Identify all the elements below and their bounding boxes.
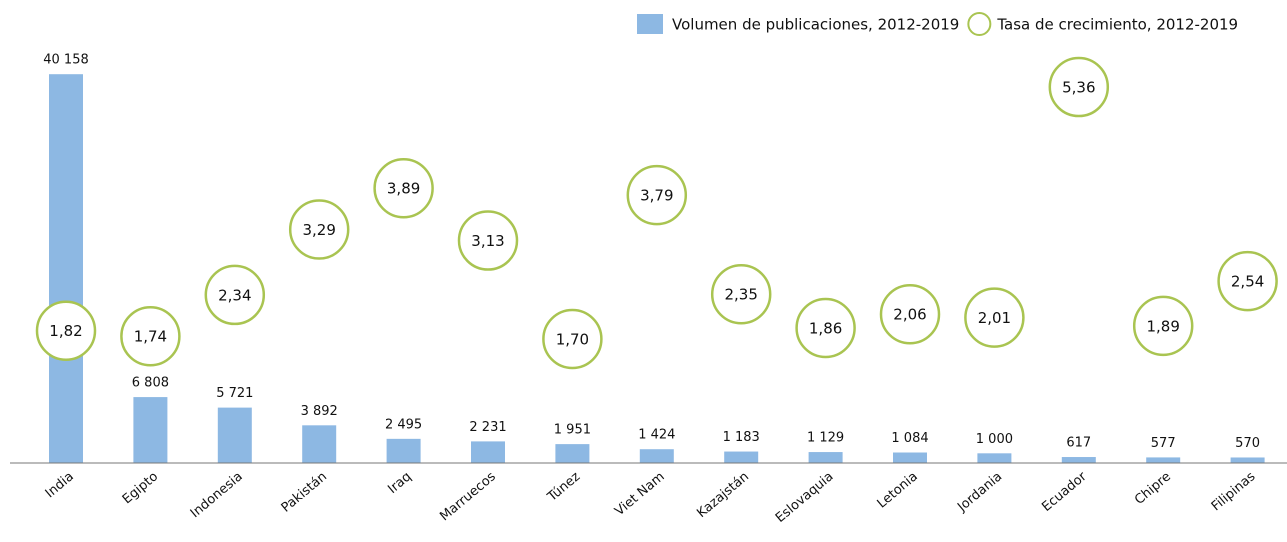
growth-value-label: 3,13 [471,232,504,250]
growth-value-label: 3,79 [640,187,673,205]
growth-value-label: 1,89 [1146,317,1179,335]
legend-swatch [967,12,992,36]
bar-value-label: 1 129 [807,431,844,446]
x-tick-label: Letonia [874,469,920,511]
bar-value-label: 2 495 [385,417,422,432]
growth-value-label: 2,35 [724,286,757,304]
growth-circle [204,264,266,326]
bar-value-label: 40 158 [43,53,89,68]
legend-label: Volumen de publicaciones, 2012-2019 [672,16,959,34]
growth-circle [1217,250,1278,312]
x-tick-label: Eslovaquia [773,469,836,526]
bar-value-label: 577 [1151,436,1176,451]
growth-value-label: 1,86 [809,319,842,337]
x-tick-label: Jordania [954,469,1005,515]
legend-swatch [637,14,663,34]
bar [471,441,505,463]
bar [724,451,759,463]
bar [49,74,83,464]
bar-value-label: 570 [1235,436,1260,451]
x-tick-label: Marruecos [437,469,499,524]
growth-circle [120,305,181,367]
bar [639,449,674,463]
bar-value-label: 1 424 [638,428,675,443]
bar [386,438,421,463]
x-tick-label: Viet Nam [612,469,667,519]
x-tick-label: Iraq [385,469,414,497]
bar [217,407,252,463]
bar [893,452,927,463]
x-tick-label: Túnez [544,469,583,505]
growth-value-label: 1,70 [556,330,589,348]
bar-value-label: 617 [1066,436,1091,451]
growth-circle [626,164,688,226]
growth-circle [964,287,1025,348]
bar [555,444,590,463]
bar-value-label: 1 183 [723,430,760,445]
x-tick-label: Pakistán [279,469,330,515]
x-tick-label: Ecuador [1039,469,1090,515]
x-tick-label: India [43,469,77,501]
bar-value-label: 2 231 [469,420,506,435]
growth-value-label: 1,82 [49,322,82,340]
x-tick-label: Chipre [1132,469,1174,508]
x-tick-label: Kazajstán [694,469,752,521]
growth-circle [1132,295,1194,357]
growth-value-label: 2,06 [893,306,926,324]
growth-circle [542,308,603,370]
growth-circle [710,263,772,325]
growth-value-label: 5,36 [1062,79,1095,97]
bar-value-label: 1 084 [891,431,928,446]
growth-value-label: 3,29 [302,221,335,239]
growth-value-label: 3,89 [387,180,420,198]
bar [808,452,843,463]
growth-circle [879,283,941,345]
x-tick-label: Filipinas [1209,469,1259,514]
growth-circle [373,157,434,219]
growth-circle [457,210,519,271]
bar-value-label: 1 951 [554,423,591,438]
x-tick-label: Egipto [120,469,161,507]
bar [133,397,168,463]
growth-circle [288,199,350,260]
growth-circle [795,297,856,359]
growth-value-label: 1,74 [134,328,167,346]
bar-value-label: 3 892 [301,404,338,419]
growth-value-label: 2,01 [978,309,1011,327]
bar [302,425,337,463]
bar-value-label: 5 721 [216,386,253,401]
bar-value-label: 6 808 [132,376,169,391]
growth-circle [35,300,97,361]
bar [1061,457,1096,463]
bar [1146,457,1181,463]
bar [1230,457,1265,463]
legend-label: Tasa de crecimiento, 2012-2019 [996,16,1238,34]
growth-value-label: 2,54 [1231,273,1264,291]
bar-value-label: 1 000 [976,432,1013,447]
bar [977,453,1012,463]
growth-circle [1048,56,1110,118]
x-tick-label: Indonesia [188,469,246,521]
growth-value-label: 2,34 [218,286,251,304]
